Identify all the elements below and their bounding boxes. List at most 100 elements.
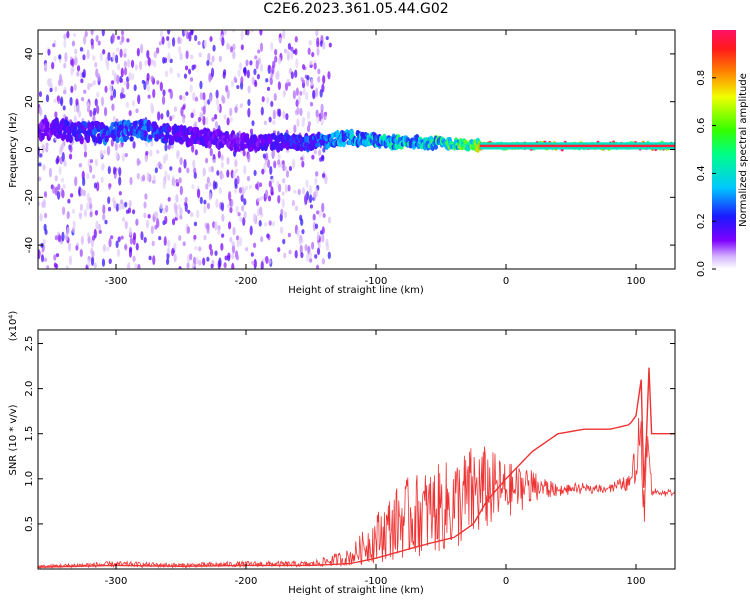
spectrogram-noise-cell — [209, 61, 213, 66]
spectrogram-noise-cell — [101, 258, 106, 267]
spectrogram-noise-cell — [95, 220, 99, 230]
spectrogram-noise-cell — [240, 30, 244, 41]
snr-frame — [37, 329, 676, 570]
spectrogram-noise-cell — [45, 142, 49, 148]
spectrogram-noise-cell — [106, 246, 110, 252]
spectrogram-noise-cell — [45, 146, 49, 153]
spectrogram-noise-cell — [75, 245, 79, 251]
spectrogram-noise-cell — [272, 60, 276, 69]
spectrogram-noise-cell — [285, 170, 290, 178]
spectrogram-noise-cell — [183, 158, 187, 169]
spectrogram-noise-cell — [161, 36, 165, 45]
spectrogram-noise-cell — [299, 90, 303, 96]
spectrogram-noise-cell — [46, 265, 50, 269]
spectrogram-noise-cell — [232, 226, 236, 236]
spectrogram-noise-cell — [186, 167, 190, 174]
spectrogram-noise-cell — [92, 80, 96, 86]
spectrogram-noise-cell — [271, 221, 276, 227]
spectrogram-noise-cell — [265, 78, 269, 83]
spectrogram-noise-cell — [167, 52, 171, 62]
spectrogram-noise-cell — [321, 202, 325, 213]
spectrogram-noise-cell — [266, 233, 270, 239]
spectrogram-noise-cell — [166, 109, 170, 118]
spectrogram-noise-cell — [229, 236, 233, 243]
spectrogram-noise-cell — [293, 189, 297, 194]
spectrogram-noise-cell — [118, 202, 122, 211]
spectrogram-noise-cell — [234, 187, 238, 194]
spectrogram-noise-cell — [239, 236, 243, 247]
spectrogram-noise-cell — [306, 75, 310, 81]
spectrogram-noise-cell — [251, 260, 255, 265]
spectrogram-noise-cell — [205, 183, 209, 190]
spectrogram-noise-cell — [281, 198, 285, 209]
spectrogram-noise-cell — [309, 204, 314, 209]
spectrogram-noise-cell — [71, 208, 76, 214]
spectrogram-noise-cell — [76, 65, 81, 72]
spectrogram-noise-cell — [93, 262, 97, 269]
spectrogram-noise-cell — [95, 68, 99, 78]
spectrogram-noise-cell — [88, 197, 92, 206]
spectrogram-noise-cell — [265, 152, 269, 161]
spectrogram-noise-cell — [104, 85, 108, 93]
spectrogram-noise-cell — [191, 262, 195, 269]
spectrogram-noise-cell — [226, 157, 230, 165]
spectrogram-noise-cell — [96, 91, 100, 98]
spectrogram-y-tick-label: 0 — [24, 146, 35, 152]
spectrogram-noise-cell — [102, 204, 106, 215]
spectrogram-noise-cell — [143, 236, 147, 244]
spectrogram-y-tick-label: 20 — [24, 95, 35, 108]
spectrogram-noise-cell — [96, 181, 100, 192]
spectrogram-noise-cell — [324, 174, 328, 185]
spectrogram-noise-cell — [185, 50, 189, 60]
spectrogram-noise-cell — [41, 144, 45, 152]
spectrogram-noise-cell — [150, 225, 154, 235]
spectrogram-noise-cell — [63, 39, 67, 49]
spectrogram-noise-cell — [171, 37, 176, 47]
spectrogram-noise-cell — [191, 144, 195, 153]
spectrogram-noise-cell — [239, 216, 243, 223]
spectrogram-noise-cell — [223, 262, 227, 269]
spectrogram-noise-cell — [294, 48, 298, 56]
spectrogram-noise-cell — [117, 63, 121, 71]
spectrogram-noise-cell — [226, 117, 230, 126]
spectrogram-noise-cell — [94, 98, 98, 107]
spectrogram-noise-cell — [54, 111, 58, 118]
spectrogram-noise-cell — [202, 105, 206, 115]
spectrogram-noise-cell — [53, 254, 57, 261]
spectrogram-noise-cell — [270, 41, 274, 51]
spectrogram-noise-cell — [278, 57, 282, 65]
spectrogram-noise-cell — [311, 51, 315, 58]
spectrogram-signal-cell — [68, 134, 73, 144]
spectrogram-noise-cell — [313, 62, 317, 70]
spectrogram-noise-cell — [307, 121, 312, 127]
spectrogram-noise-cell — [230, 198, 234, 208]
spectrogram-noise — [38, 30, 332, 269]
spectrogram-noise-cell — [129, 176, 133, 186]
spectrogram-noise-cell — [61, 152, 65, 162]
spectrogram-noise-cell — [211, 55, 215, 63]
spectrogram-noise-cell — [77, 110, 82, 118]
spectrogram-noise-cell — [45, 94, 50, 103]
spectrogram-noise-cell — [315, 171, 319, 177]
spectrogram-noise-cell — [196, 209, 200, 219]
spectrogram-noise-cell — [69, 96, 73, 106]
spectrogram-noise-cell — [79, 248, 83, 258]
spectrogram-noise-cell — [80, 235, 84, 246]
spectrogram-noise-cell — [312, 221, 317, 232]
spectrogram-noise-cell — [310, 78, 314, 87]
spectrogram-noise-cell — [267, 64, 271, 71]
spectrogram-noise-cell — [189, 253, 193, 261]
spectrogram-noise-cell — [284, 184, 289, 193]
spectrogram-noise-cell — [183, 73, 188, 79]
spectrogram-noise-cell — [86, 232, 91, 238]
spectrogram-noise-cell — [296, 106, 300, 115]
spectrogram-noise-cell — [109, 83, 113, 93]
spectrogram-noise-cell — [261, 96, 265, 103]
spectrogram-noise-cell — [64, 52, 68, 63]
spectrogram-noise-cell — [246, 175, 251, 182]
spectrogram-noise-cell — [282, 90, 287, 96]
spectrogram-noise-cell — [272, 148, 276, 158]
snr-y-tick-label: 1.5 — [24, 426, 35, 442]
spectrogram-noise-cell — [152, 88, 156, 99]
spectrogram-noise-cell — [182, 241, 186, 247]
